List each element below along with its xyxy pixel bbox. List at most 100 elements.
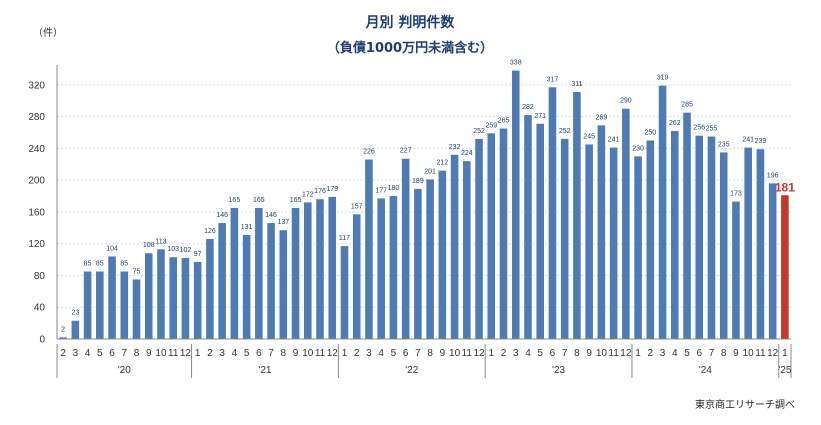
data-label: 252 (559, 128, 571, 135)
bar (536, 123, 545, 339)
bar (255, 207, 263, 339)
bar (377, 198, 385, 339)
bar (658, 85, 667, 339)
x-tick-label: 1 (195, 348, 201, 359)
bar (59, 337, 67, 339)
y-tick-label: 200 (28, 176, 45, 187)
bar (96, 271, 104, 339)
x-tick-label: 7 (415, 348, 421, 359)
x-tick-label: 3 (366, 348, 372, 359)
bar (267, 223, 275, 339)
data-label: 252 (473, 128, 485, 135)
y-tick-label: 160 (28, 207, 45, 218)
x-tick-label: 7 (709, 348, 715, 359)
bar (548, 87, 557, 339)
data-label: 2 (61, 326, 65, 333)
data-label: 131 (241, 224, 253, 231)
data-label: 250 (644, 129, 656, 136)
x-tick-label: 3 (219, 348, 225, 359)
bar (670, 130, 679, 339)
data-label: 212 (437, 160, 449, 167)
data-label: 173 (730, 191, 742, 198)
x-tick-label: 7 (562, 348, 568, 359)
data-label: 255 (706, 126, 718, 133)
y-unit-label: （件） (33, 27, 63, 39)
data-label: 224 (461, 150, 473, 157)
data-label: 157 (351, 203, 363, 210)
data-label: 259 (485, 122, 497, 129)
data-label: 23 (71, 310, 79, 317)
x-tick-label: 8 (574, 348, 580, 359)
data-label: 165 (290, 197, 302, 204)
x-tick-label: 9 (733, 348, 739, 359)
data-label: 319 (657, 75, 669, 82)
bar (181, 258, 190, 339)
data-label: 102 (180, 247, 192, 254)
x-tick-label: 10 (743, 348, 755, 359)
x-tick-label: 4 (85, 348, 91, 359)
x-tick-label: 7 (122, 348, 128, 359)
data-label: 165 (229, 197, 241, 204)
bar (499, 128, 508, 339)
bar (634, 156, 642, 339)
data-label: 239 (755, 138, 767, 145)
x-tick-label: 11 (168, 348, 179, 359)
bar (365, 159, 373, 339)
bars (59, 70, 789, 340)
bar (524, 115, 532, 339)
bar (609, 147, 618, 339)
y-tick-label: 240 (28, 144, 45, 155)
bar (719, 152, 728, 339)
bar (230, 207, 239, 339)
bar (242, 234, 251, 339)
data-label: 196 (767, 172, 779, 179)
y-tick-label: 80 (34, 271, 46, 282)
data-label: 146 (216, 212, 228, 219)
bar (597, 125, 606, 339)
data-label: 235 (718, 141, 730, 148)
x-tick-label: 10 (449, 348, 461, 359)
x-tick-label: 9 (440, 348, 446, 359)
data-label: 165 (253, 197, 265, 204)
data-label: 117 (339, 235, 350, 242)
bar (328, 196, 337, 339)
bar (303, 202, 312, 339)
data-label: 97 (194, 251, 202, 258)
data-label: 317 (547, 76, 559, 83)
x-tick-label: 6 (403, 348, 409, 359)
bar (71, 320, 80, 339)
x-tick-label: 5 (97, 348, 103, 359)
x-tick-label: 5 (244, 348, 250, 359)
y-tick-label: 280 (28, 112, 45, 123)
data-label: 181 (775, 180, 795, 194)
x-tick-label: 11 (608, 348, 619, 359)
x-tick-label: 6 (696, 348, 702, 359)
x-tick-label: 8 (281, 348, 287, 359)
x-tick-label: 10 (302, 348, 314, 359)
bar (683, 112, 691, 339)
data-label: 85 (84, 261, 92, 268)
bar (768, 183, 777, 339)
data-label: 179 (326, 186, 338, 193)
data-label: 226 (363, 149, 375, 156)
data-label: 227 (400, 148, 412, 155)
x-tick-label: 8 (427, 348, 433, 359)
bar (132, 279, 141, 339)
data-label: 282 (522, 104, 534, 111)
x-tick-label: 12 (473, 348, 485, 359)
bar (475, 138, 483, 339)
data-label: 172 (302, 191, 314, 198)
bar (450, 154, 459, 339)
year-label: '21 (258, 365, 271, 376)
x-tick-label: 4 (672, 348, 678, 359)
x-tick-label: 5 (391, 348, 397, 359)
bar (511, 70, 520, 340)
x-tick-label: 10 (596, 348, 608, 359)
year-label: '22 (405, 365, 418, 376)
y-tick-label: 0 (39, 335, 45, 346)
data-label: 85 (120, 261, 128, 268)
x-tick-label: 9 (146, 348, 152, 359)
data-label: 201 (424, 168, 436, 175)
bar (279, 230, 288, 339)
